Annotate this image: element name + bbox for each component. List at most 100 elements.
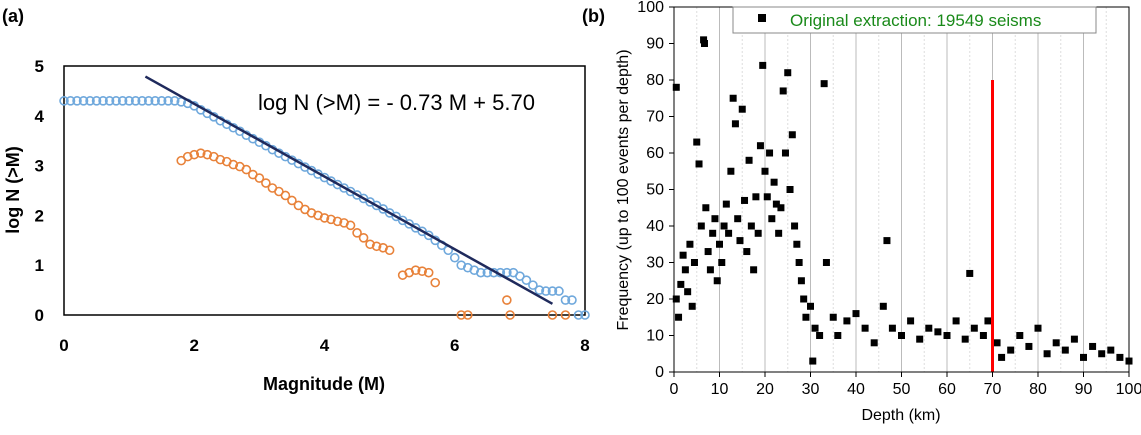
a-cumulative-point bbox=[137, 96, 147, 106]
b-depth-point bbox=[1043, 350, 1051, 358]
b-depth-point bbox=[1098, 350, 1106, 358]
a-cumulative-point bbox=[521, 275, 532, 285]
b-depth-point bbox=[693, 138, 701, 146]
b-x-tick-label: 0 bbox=[670, 381, 679, 398]
a-cumulative-point bbox=[91, 96, 102, 106]
a-cumulative-point bbox=[65, 96, 76, 106]
a-cumulative-point bbox=[156, 96, 167, 106]
b-depth-point bbox=[761, 167, 769, 175]
b-depth-point bbox=[734, 215, 742, 223]
b-depth-point bbox=[709, 229, 717, 237]
a-incremental-point bbox=[326, 214, 336, 225]
a-incremental-point bbox=[560, 310, 571, 320]
b-depth-point bbox=[704, 248, 712, 256]
b-depth-point bbox=[752, 193, 760, 201]
b-depth-point bbox=[888, 324, 896, 332]
b-depth-point bbox=[883, 237, 891, 245]
b-depth-point bbox=[925, 324, 933, 332]
b-depth-point bbox=[943, 332, 951, 339]
b-y-tick-label: 80 bbox=[646, 72, 664, 89]
a-x-tick-label: 6 bbox=[450, 336, 459, 355]
b-depth-point bbox=[1107, 346, 1115, 354]
b-depth-point bbox=[731, 120, 739, 128]
b-x-tick-label: 90 bbox=[1075, 381, 1093, 398]
b-depth-point bbox=[779, 87, 787, 95]
a-cumulative-point bbox=[130, 96, 141, 106]
a-cumulative-point bbox=[59, 96, 69, 106]
b-depth-point bbox=[677, 280, 685, 288]
b-depth-point bbox=[966, 269, 974, 277]
b-x-tick-label: 40 bbox=[847, 381, 865, 398]
a-incremental-point bbox=[417, 266, 427, 276]
b-y-tick-label: 90 bbox=[646, 36, 664, 53]
a-cumulative-point bbox=[169, 96, 180, 106]
b-depth-point bbox=[1025, 342, 1033, 350]
a-y-tick-label: 5 bbox=[35, 57, 44, 76]
b-depth-point bbox=[781, 149, 789, 157]
a-incremental-point bbox=[241, 164, 252, 175]
b-y-tick-label: 60 bbox=[646, 145, 664, 162]
b-depth-point bbox=[916, 335, 924, 343]
a-incremental-point bbox=[202, 149, 213, 160]
b-depth-point bbox=[788, 131, 796, 139]
b-y-tick-label: 70 bbox=[646, 109, 664, 126]
b-depth-point bbox=[834, 332, 842, 339]
a-incremental-point bbox=[287, 195, 297, 206]
a-y-tick-label: 0 bbox=[35, 306, 44, 325]
a-incremental-point bbox=[345, 220, 356, 231]
b-depth-point bbox=[727, 167, 735, 175]
a-cumulative-point bbox=[111, 96, 121, 106]
b-depth-point bbox=[979, 332, 987, 339]
b-depth-point bbox=[795, 259, 803, 266]
b-y-tick-label: 40 bbox=[646, 218, 664, 235]
b-y-tick-label: 20 bbox=[646, 291, 664, 308]
b-depth-point bbox=[720, 222, 728, 230]
a-incremental-point bbox=[384, 245, 395, 256]
b-depth-point bbox=[800, 295, 808, 303]
b-depth-point bbox=[809, 357, 817, 365]
b-y-tick-label: 100 bbox=[637, 0, 664, 16]
b-depth-point bbox=[934, 328, 942, 336]
a-cumulative-point bbox=[554, 286, 564, 296]
b-depth-point bbox=[702, 204, 710, 212]
a-x-tick-label: 4 bbox=[320, 336, 330, 355]
b-x-tick-label: 70 bbox=[984, 381, 1002, 398]
b-depth-point bbox=[984, 317, 992, 325]
a-cumulative-point bbox=[560, 295, 571, 305]
legend-box bbox=[732, 6, 1097, 34]
b-x-tick-label: 20 bbox=[756, 381, 774, 398]
b-depth-point bbox=[686, 240, 694, 248]
b-depth-point bbox=[711, 215, 719, 223]
b-depth-point bbox=[1016, 332, 1024, 339]
a-incremental-point bbox=[456, 310, 467, 320]
b-depth-point bbox=[952, 317, 960, 325]
panel-a-fit-line bbox=[144, 75, 554, 305]
b-depth-point bbox=[754, 229, 762, 237]
a-incremental-point bbox=[332, 216, 343, 227]
b-depth-point bbox=[747, 222, 755, 230]
a-cumulative-point bbox=[78, 96, 89, 106]
b-depth-point bbox=[784, 69, 792, 77]
panel-a-x-axis-title: Magnitude (M) bbox=[263, 374, 385, 394]
b-depth-point bbox=[879, 302, 887, 310]
b-depth-point bbox=[777, 204, 785, 212]
a-incremental-point bbox=[462, 310, 473, 320]
b-depth-point bbox=[736, 237, 744, 245]
b-depth-point bbox=[675, 313, 683, 321]
b-depth-point bbox=[679, 251, 687, 259]
a-cumulative-point bbox=[567, 295, 577, 305]
a-x-tick-label: 2 bbox=[190, 336, 199, 355]
b-depth-point bbox=[672, 295, 680, 303]
b-x-tick-label: 100 bbox=[1116, 381, 1141, 398]
b-depth-point bbox=[725, 229, 733, 237]
b-x-tick-label: 60 bbox=[938, 381, 956, 398]
legend-marker bbox=[758, 14, 766, 22]
a-incremental-point bbox=[261, 178, 271, 188]
b-depth-point bbox=[681, 266, 689, 274]
b-depth-point bbox=[898, 332, 905, 339]
b-depth-point bbox=[1034, 324, 1042, 332]
b-depth-point bbox=[688, 302, 696, 310]
a-cumulative-point bbox=[541, 286, 551, 296]
b-depth-point bbox=[718, 259, 726, 266]
panel-a-y-axis-title: log N (>M) bbox=[3, 146, 23, 234]
